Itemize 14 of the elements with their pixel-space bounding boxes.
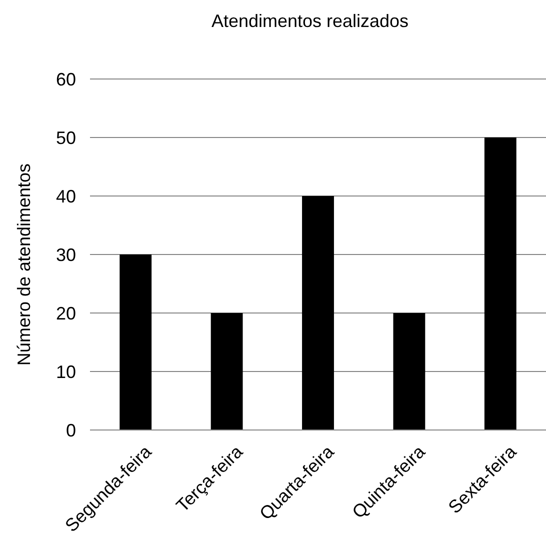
bar — [393, 313, 426, 430]
y-tick-label: 0 — [66, 420, 76, 440]
bar — [484, 138, 516, 430]
chart-title: Atendimentos realizados — [211, 11, 409, 31]
y-tick-label: 50 — [56, 128, 76, 148]
y-tick-label: 40 — [56, 186, 76, 206]
bar — [120, 254, 152, 430]
y-tick-label: 30 — [56, 244, 76, 265]
y-tick-label: 10 — [56, 362, 76, 382]
y-axis-title: Número de atendimentos — [14, 163, 34, 366]
bar — [210, 313, 243, 430]
bar — [302, 196, 334, 430]
y-tick-label: 60 — [56, 69, 76, 90]
y-tick-label: 20 — [56, 303, 76, 324]
